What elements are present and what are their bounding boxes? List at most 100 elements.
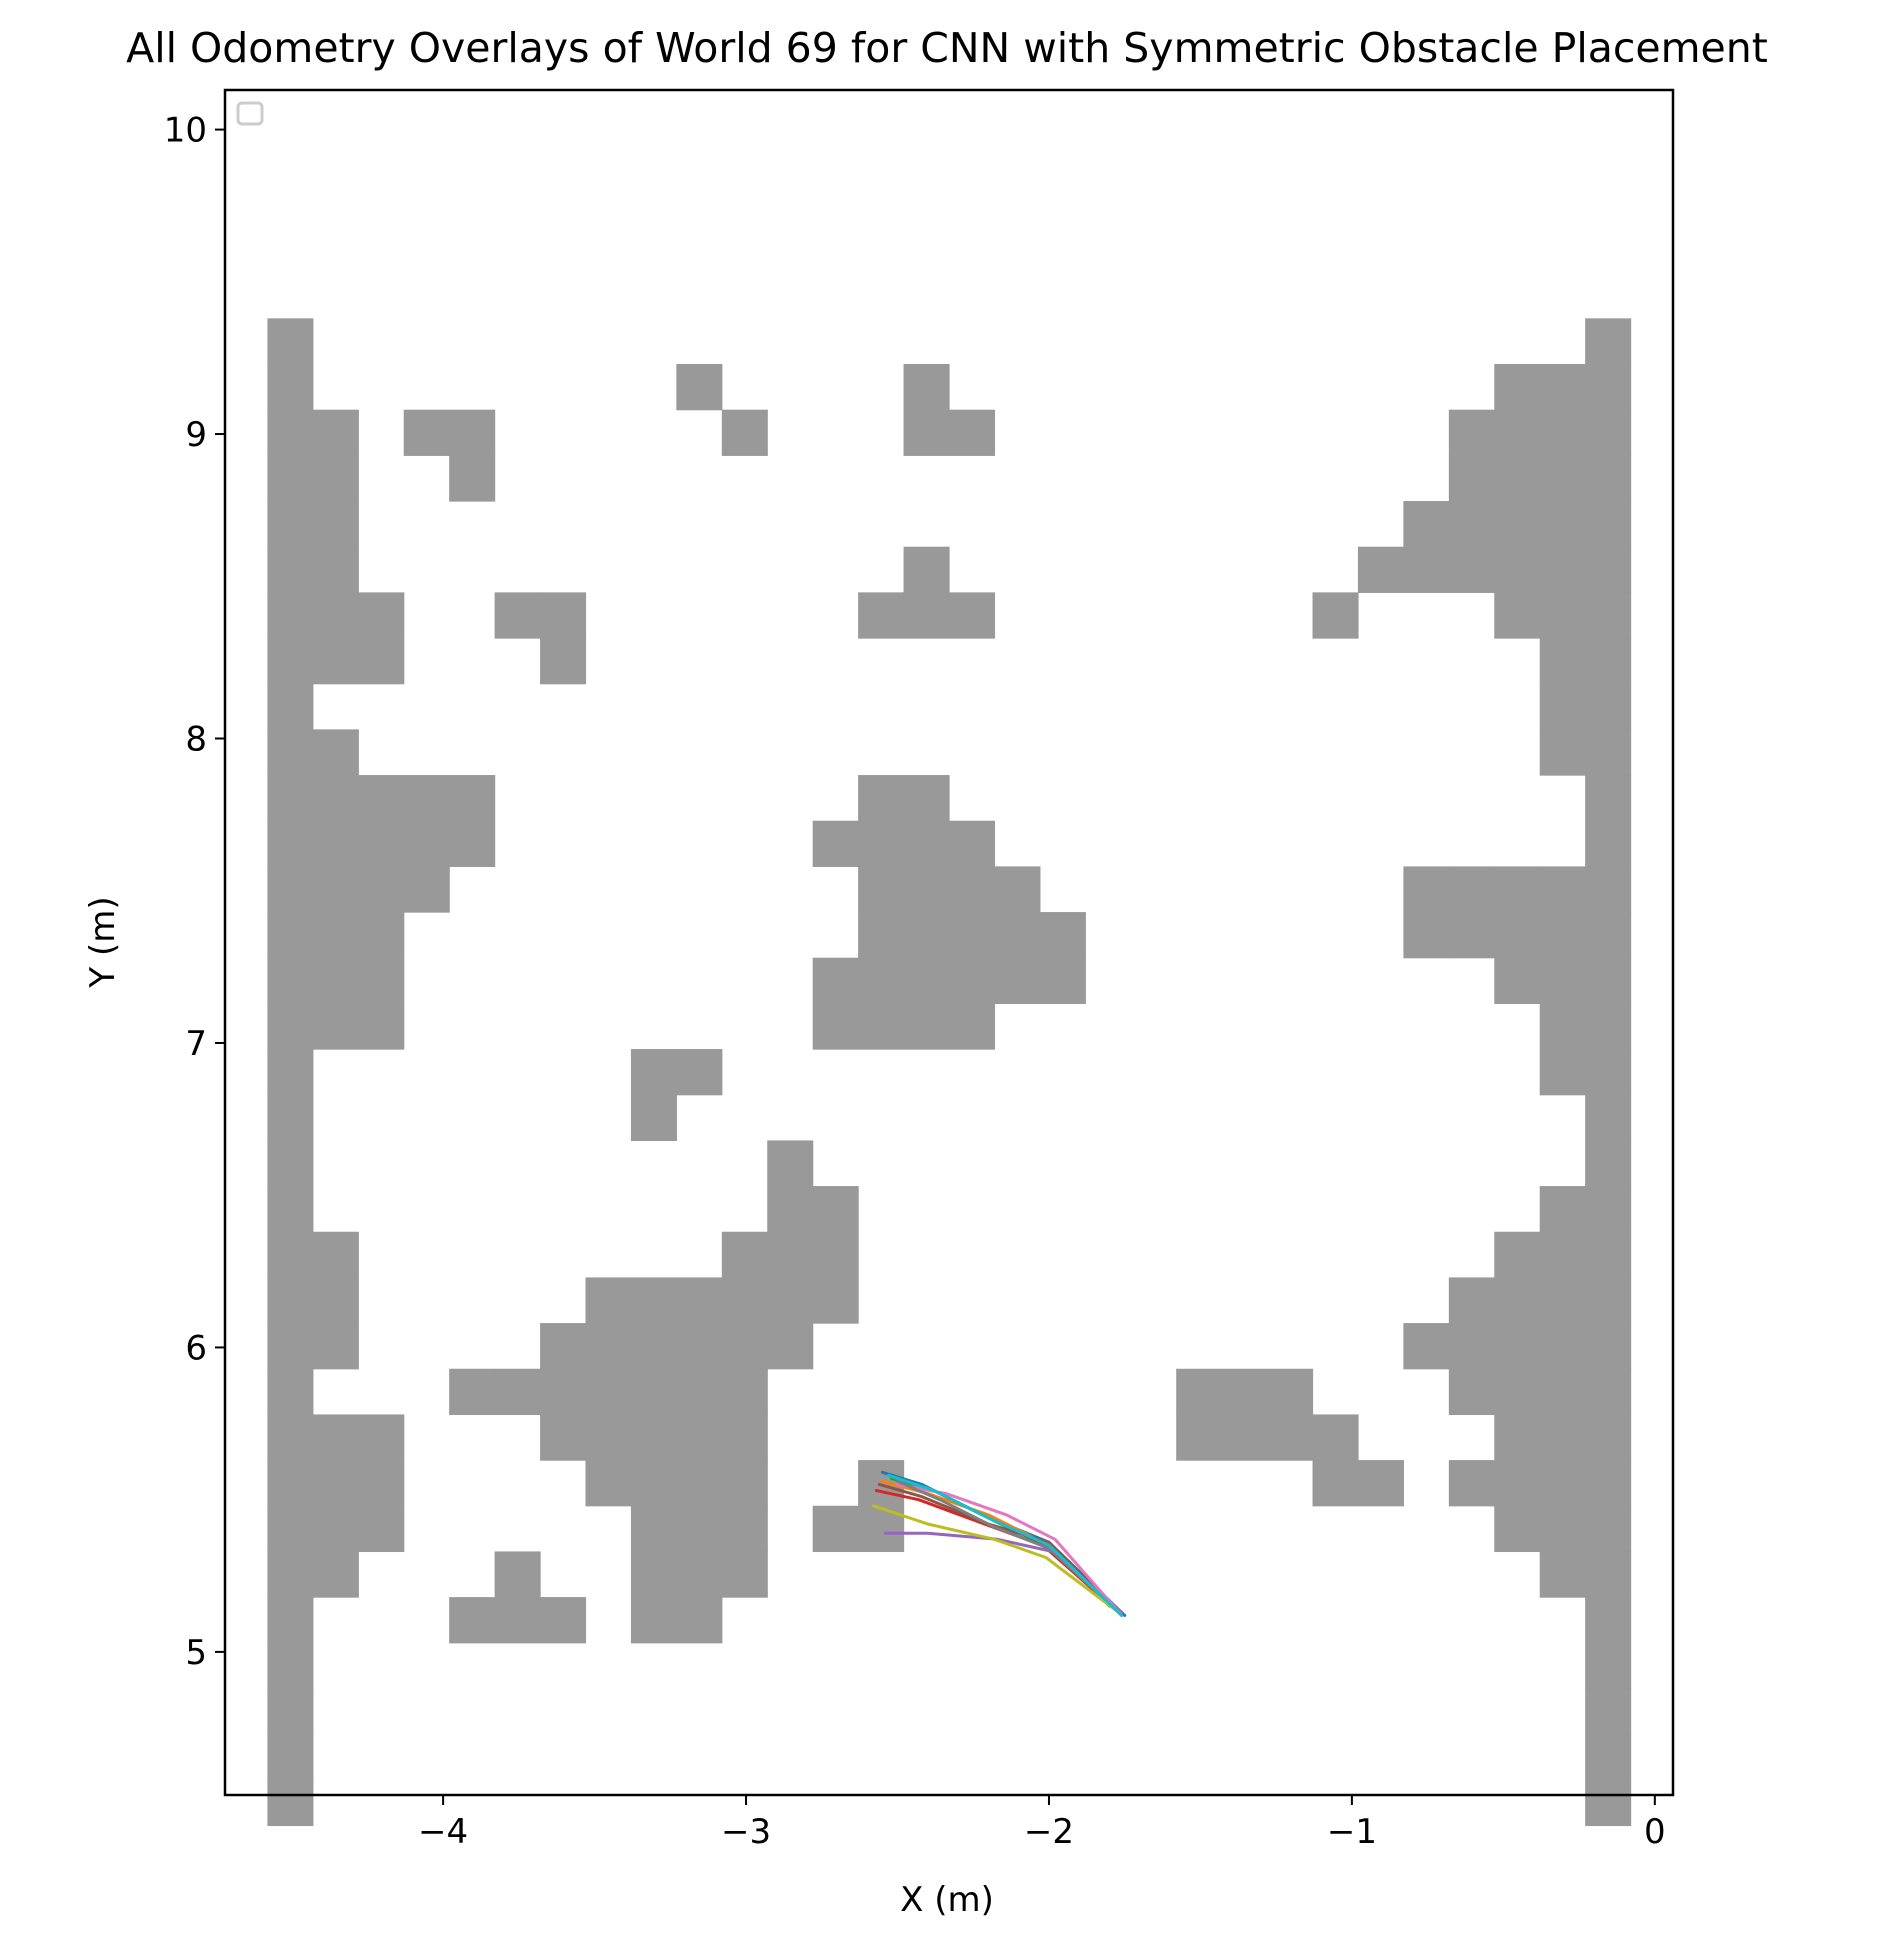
y-tick-label: 9 — [185, 415, 207, 455]
obstacle-cell — [267, 912, 314, 959]
obstacle-cell — [267, 1779, 314, 1827]
obstacle-cell — [1448, 866, 1495, 913]
obstacle-cell — [676, 1597, 723, 1644]
obstacle-cell — [267, 1414, 314, 1461]
obstacle-cell — [1585, 1551, 1632, 1598]
obstacle-cell — [358, 638, 405, 685]
obstacle-cell — [1585, 912, 1632, 959]
obstacle-cell — [1585, 501, 1632, 548]
obstacle-cell — [267, 409, 314, 456]
obstacle-cell — [1494, 866, 1541, 913]
obstacle-cell — [812, 1277, 859, 1324]
obstacle-cell — [858, 592, 905, 639]
obstacle-cell — [1039, 957, 1086, 1004]
obstacle-cell — [312, 1460, 359, 1507]
obstacle-cell — [1585, 775, 1632, 822]
obstacle-cell — [1539, 1277, 1586, 1324]
obstacle-cell — [1585, 1231, 1632, 1279]
y-tick-label: 7 — [185, 1024, 207, 1064]
obstacle-cell — [1494, 1323, 1541, 1370]
obstacle-cell — [676, 1414, 723, 1461]
obstacle-cell — [767, 1277, 814, 1324]
obstacle-cell — [1539, 638, 1586, 685]
y-axis-label: Y (m) — [83, 896, 123, 988]
obstacle-cell — [267, 820, 314, 867]
obstacle-cell — [267, 1368, 314, 1416]
obstacle-cell — [1494, 592, 1541, 639]
obstacle-cell — [449, 1597, 496, 1644]
obstacle-cell — [1539, 592, 1586, 639]
obstacle-cell — [1585, 866, 1632, 913]
obstacle-cell — [1539, 957, 1586, 1004]
obstacle-cell — [676, 1368, 723, 1416]
obstacle-cell — [1448, 409, 1495, 456]
obstacle-cell — [1585, 1186, 1632, 1233]
obstacle-cell — [676, 1551, 723, 1598]
obstacle-cell — [1539, 1551, 1586, 1598]
obstacle-cell — [1585, 592, 1632, 639]
obstacle-cell — [1585, 638, 1632, 685]
obstacle-cell — [1494, 1460, 1541, 1507]
odometry-trajectory-10 — [886, 1473, 1124, 1617]
odometry-trajectory-4 — [874, 1489, 1121, 1614]
obstacle-cell — [1494, 546, 1541, 593]
obstacle-cell — [358, 1003, 405, 1050]
obstacle-cell — [1539, 1414, 1586, 1461]
obstacle-cell — [267, 1597, 314, 1644]
obstacle-cell — [312, 820, 359, 867]
obstacle-cell — [267, 1140, 314, 1187]
obstacle-cell — [1494, 1368, 1541, 1416]
obstacle-cell — [1494, 364, 1541, 411]
obstacle-cell — [812, 1186, 859, 1233]
obstacle-cell — [1357, 1460, 1404, 1507]
obstacle-cell — [949, 957, 996, 1004]
obstacle-cell — [858, 1460, 905, 1507]
obstacle-cell — [676, 1323, 723, 1370]
odometry-trajectory-9 — [871, 1504, 1121, 1614]
obstacle-cell — [540, 1597, 587, 1644]
obstacle-cell — [721, 1368, 768, 1416]
obstacle-cell — [358, 1460, 405, 1507]
obstacle-cell — [721, 1551, 768, 1598]
x-tick-label: −2 — [1024, 1812, 1074, 1852]
obstacle-cell — [312, 912, 359, 959]
obstacle-cell — [312, 638, 359, 685]
obstacle-cell — [1312, 1460, 1359, 1507]
obstacle-cell — [767, 1323, 814, 1370]
obstacle-cell — [267, 1094, 314, 1142]
x-axis-ticks: −4 −3 −2 −1 0 — [418, 1795, 1666, 1852]
obstacle-cell — [858, 866, 905, 913]
obstacle-cell — [1585, 1368, 1632, 1416]
obstacle-cell — [312, 775, 359, 822]
obstacle-cell — [540, 1323, 587, 1370]
obstacle-cell — [676, 364, 723, 411]
obstacle-cell — [903, 546, 950, 593]
obstacle-cell — [721, 1231, 768, 1279]
obstacle-cell — [721, 1460, 768, 1507]
obstacle-cell — [1585, 1003, 1632, 1050]
obstacle-cell — [767, 1231, 814, 1279]
obstacle-cell — [1585, 455, 1632, 502]
obstacle-cell — [1357, 546, 1404, 593]
obstacle-cell — [767, 1140, 814, 1187]
obstacle-cell — [1494, 957, 1541, 1004]
obstacle-cell — [903, 866, 950, 913]
obstacle-cell — [1585, 364, 1632, 411]
obstacle-cell — [1494, 912, 1541, 959]
obstacle-cell — [540, 1414, 587, 1461]
obstacle-cell — [1539, 409, 1586, 456]
obstacle-cell — [903, 775, 950, 822]
obstacle-cell — [403, 820, 450, 867]
obstacle-cell — [858, 1003, 905, 1050]
obstacle-cell — [267, 318, 314, 365]
obstacle-cell — [267, 1186, 314, 1233]
obstacle-cell — [1403, 1323, 1450, 1370]
obstacle-cell — [312, 729, 359, 776]
obstacle-cell — [358, 866, 405, 913]
obstacle-cell — [1494, 1505, 1541, 1553]
obstacle-cell — [903, 592, 950, 639]
obstacle-cell — [1403, 546, 1450, 593]
obstacle-cell — [858, 957, 905, 1004]
obstacle-cell — [449, 775, 496, 822]
y-axis-ticks: 5 6 7 8 9 10 — [164, 111, 225, 1673]
